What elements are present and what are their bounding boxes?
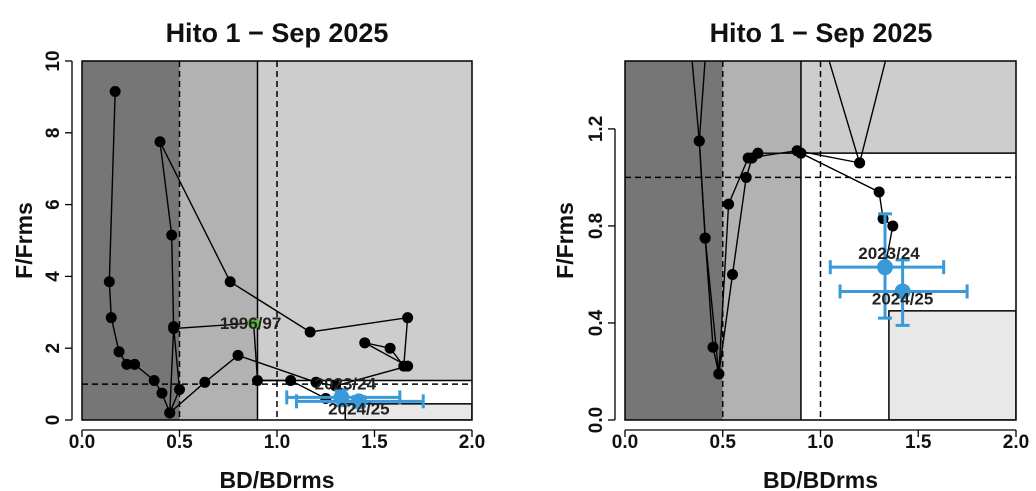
y-tick-label: 10	[43, 50, 64, 71]
current-point-label-1: 2023/24	[858, 244, 920, 263]
data-point-1-3	[105, 312, 117, 324]
current-point-group-1	[828, 212, 946, 320]
data-point-1-25	[164, 407, 176, 419]
y-tick-label: 0.8	[586, 213, 607, 239]
y-tick-label: 0.0	[586, 407, 607, 433]
x-tick-label: 0.5	[710, 432, 737, 453]
y-axis-label: F/Frms	[11, 202, 37, 279]
data-point-1-22	[310, 376, 322, 388]
data-point-1-20	[402, 360, 414, 372]
current-point	[894, 283, 911, 300]
x-axis-label: BD/BDrms	[763, 467, 878, 491]
data-point-1-28	[252, 375, 263, 387]
data-point-2-12	[887, 220, 899, 232]
highlight-point-label: 1996/97	[220, 314, 281, 333]
data-point-2-2	[693, 135, 705, 147]
x-tick-label: 2.0	[1003, 432, 1029, 453]
x-tick-label: 0.5	[166, 432, 193, 453]
data-point-2-9	[795, 147, 807, 159]
chart-panel-2: 2023/24 2024/25 0.0 0.5 1.0 1.5 2.0 0.0 0.4 0.8 1.…	[552, 18, 1029, 491]
data-point-1-2	[103, 276, 115, 288]
plot-frame	[81, 60, 473, 421]
chart-title: Hito 1 − Sep 2025	[710, 18, 933, 48]
x-tick-label: 1.0	[807, 432, 833, 453]
y-tick-label: 4	[43, 271, 64, 282]
data-point-2-8	[752, 147, 764, 159]
data-point-1-15	[304, 326, 316, 338]
zone-underexploited	[344, 403, 472, 420]
plot-area: 2023/24 2024/25	[625, 26, 1016, 420]
current-point	[350, 393, 367, 410]
chart-panel-1: 1996/97 2023/24 2024/25 0.0 0.5 1.0 1.5 2.0 0 2 4 6…	[11, 18, 485, 491]
current-point	[877, 259, 894, 276]
chart-title: Hito 1 − Sep 2025	[166, 18, 389, 48]
y-tick-label: 6	[43, 199, 64, 210]
y-tick-label: 1.2	[586, 116, 607, 142]
data-point-2-6	[740, 171, 752, 183]
data-point-1-6	[129, 358, 141, 370]
data-point-1-10	[174, 383, 185, 395]
current-point-group-2	[295, 393, 425, 410]
zone-overfishing	[800, 61, 1016, 154]
data-point-1-13	[154, 136, 166, 148]
y-tick-label: 0	[43, 415, 64, 426]
data-point-1-16	[402, 312, 414, 324]
data-point-2-3	[699, 232, 711, 244]
y-axis-label: F/Frms	[552, 202, 578, 279]
current-point-label-2: 2024/25	[872, 289, 933, 308]
data-point-1-11	[854, 157, 866, 169]
data-point-1-7	[148, 375, 160, 387]
zone-underexploited	[888, 310, 1016, 420]
data-point-1-8	[156, 387, 168, 399]
zone-overfished	[722, 61, 801, 420]
y-tick-label: 8	[43, 128, 64, 139]
current-point-label-2: 2024/25	[328, 399, 389, 418]
zone-collapsed	[82, 61, 180, 420]
data-point-1-23	[232, 349, 244, 361]
data-point-2-5	[727, 268, 739, 280]
data-point-1-1	[109, 86, 121, 98]
plot-area: 1996/97 2023/24 2024/25	[82, 61, 472, 420]
current-point-group-2	[838, 258, 969, 327]
x-tick-label: 0.0	[69, 432, 95, 453]
zone-overfished	[179, 61, 258, 420]
x-tick-label: 1.5	[361, 432, 388, 453]
data-point-1-26	[168, 322, 180, 334]
data-point-1-18	[384, 342, 396, 354]
data-point-1-1	[684, 26, 695, 37]
data-point-1-6	[723, 198, 735, 210]
zone-overfishing	[257, 61, 472, 381]
y-tick-label: 2	[43, 343, 64, 354]
data-point-1-14	[224, 276, 236, 288]
x-tick-label: 1.5	[905, 432, 932, 453]
data-point-1-24	[199, 376, 211, 388]
highlight-point	[247, 317, 260, 330]
x-axis-label: BD/BDrms	[219, 467, 334, 491]
data-point-1-12	[166, 229, 178, 241]
data-point-1-5	[121, 358, 133, 370]
plot-frame	[624, 60, 1017, 421]
data-point-1-29	[285, 375, 297, 387]
x-tick-label: 2.0	[459, 432, 485, 453]
data-point-2-10	[873, 186, 885, 198]
data-point-2-4	[713, 368, 725, 380]
data-point-1-19	[359, 337, 371, 349]
x-tick-label: 0.0	[612, 432, 638, 453]
current-point-label-1: 2023/24	[315, 374, 377, 393]
data-point-1-4	[113, 346, 125, 358]
y-tick-label: 0.4	[586, 309, 607, 336]
x-tick-label: 1.0	[264, 432, 290, 453]
